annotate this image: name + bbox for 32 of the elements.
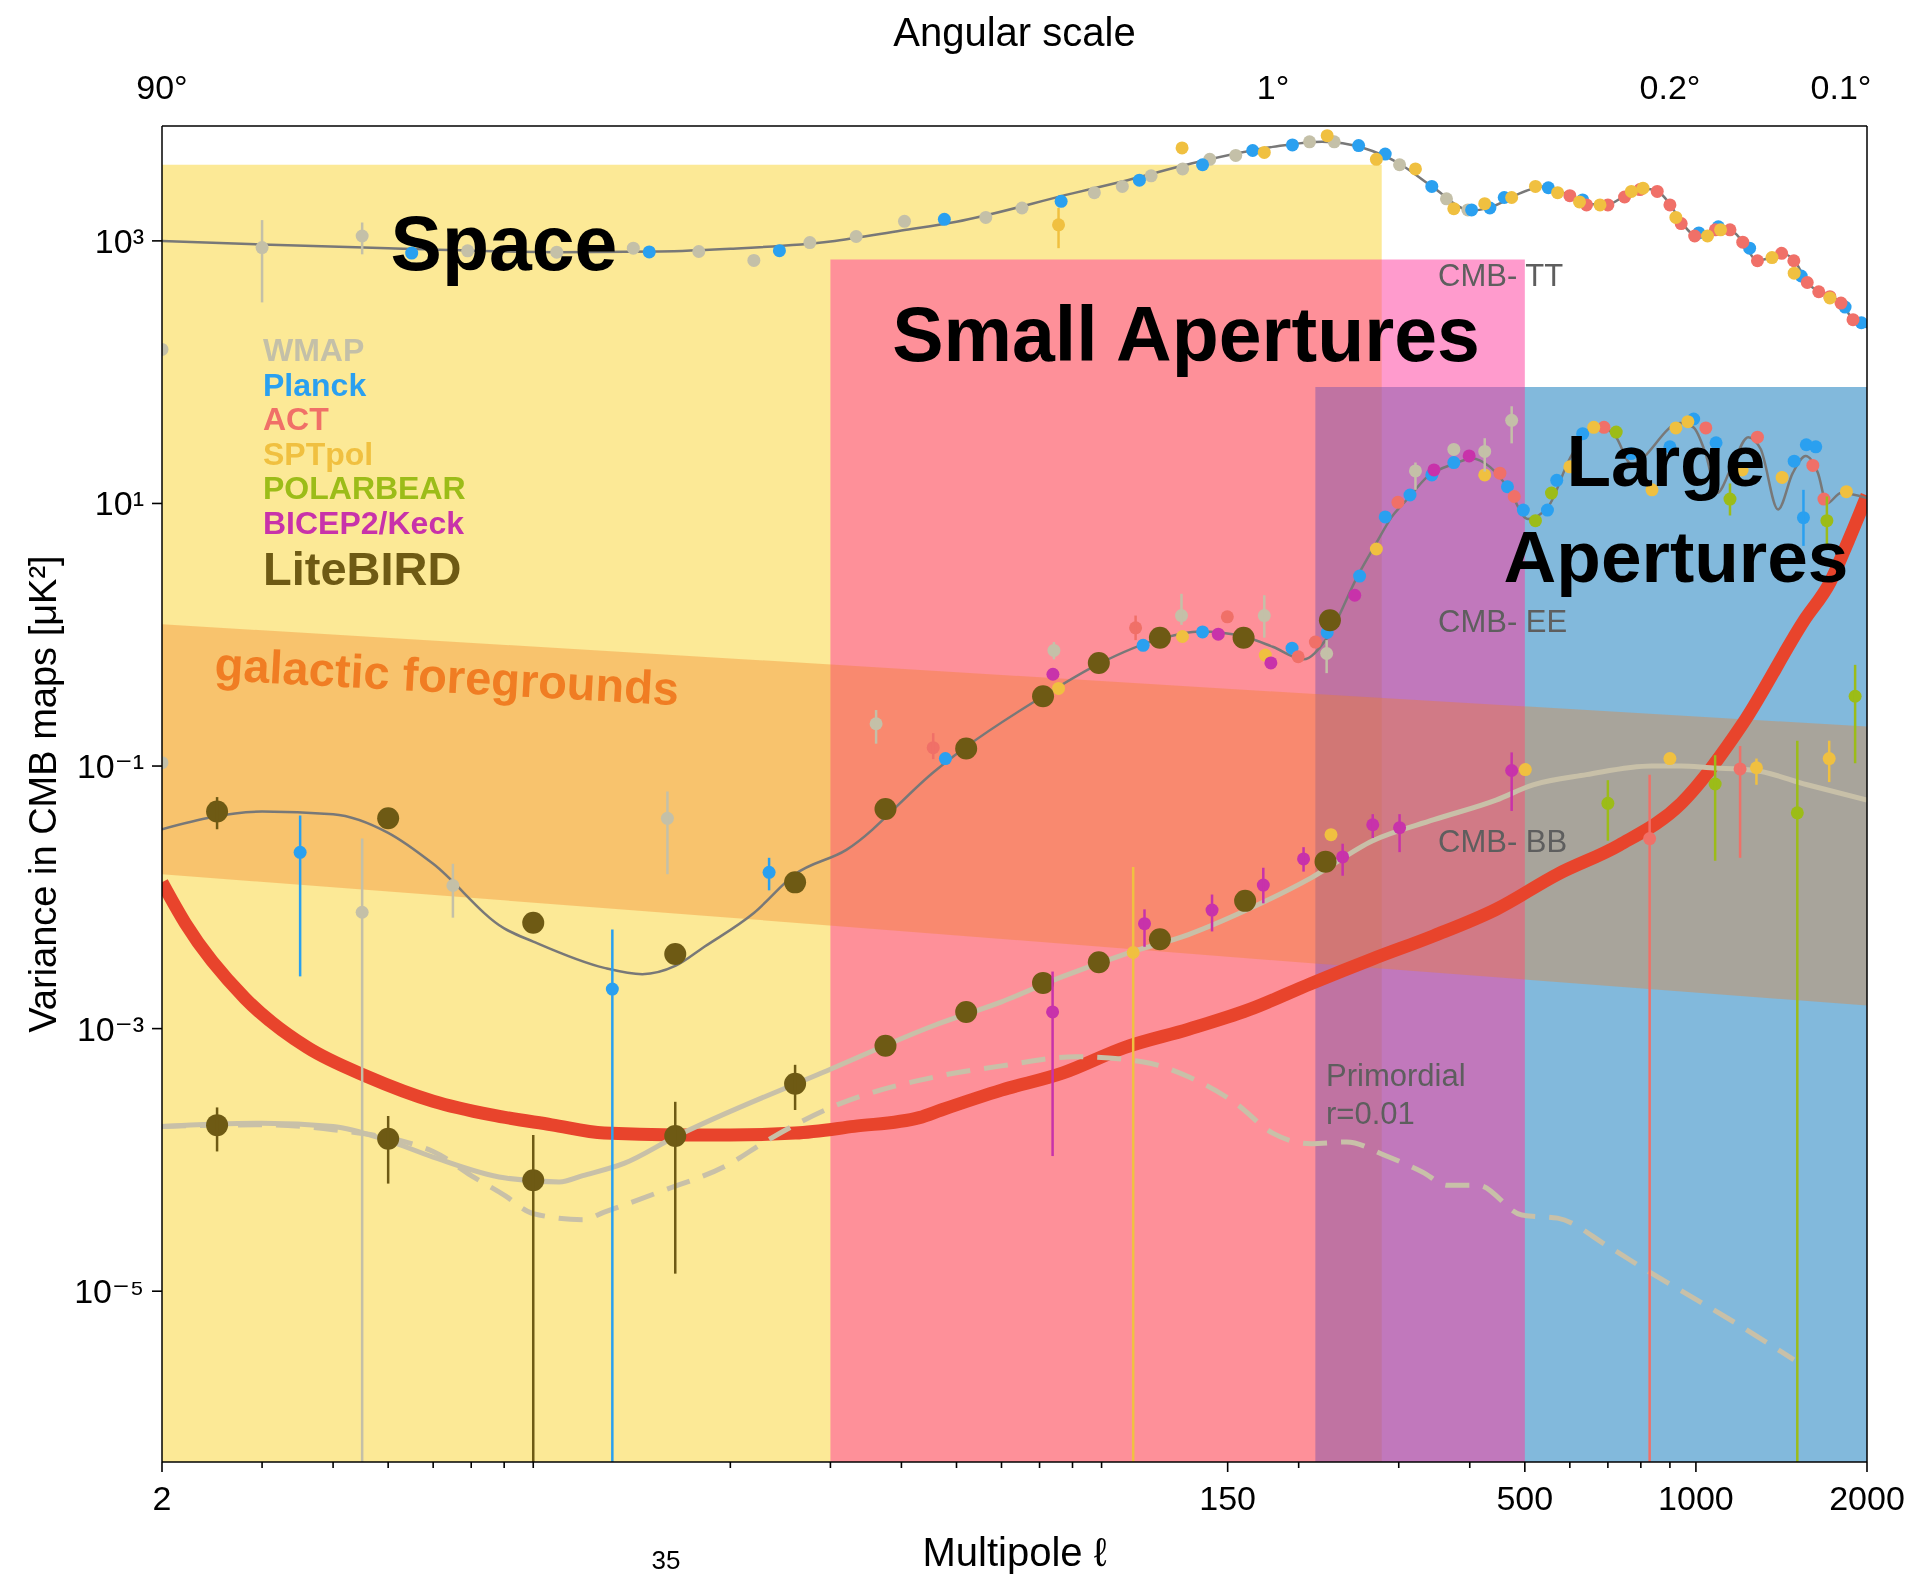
y-tick-label: 10⁻³ bbox=[76, 1009, 144, 1048]
y-tick-label: 10¹ bbox=[94, 484, 144, 523]
text: SPTpol bbox=[263, 435, 374, 472]
x-tick-label: 2 bbox=[152, 1479, 172, 1517]
legend-label: galactic foregrounds bbox=[213, 637, 681, 716]
y-tick-label: 10³ bbox=[94, 221, 144, 260]
text: WMAP bbox=[263, 332, 365, 368]
annotation: CMB- EE bbox=[1438, 604, 1568, 639]
text: 35 bbox=[651, 1545, 681, 1575]
text: 1° bbox=[1256, 68, 1290, 106]
x-tick-label: 2000 bbox=[1829, 1479, 1905, 1517]
y-axis-title: Variance in CMB maps [μK²] bbox=[22, 555, 64, 1033]
text: 0.1° bbox=[1810, 68, 1872, 106]
x-axis-title: Multipole ℓ bbox=[922, 1530, 1107, 1574]
annotation: r=0.01 bbox=[1326, 1096, 1415, 1131]
x2-axis-title: Angular scale bbox=[893, 10, 1136, 54]
series-label: Small Apertures bbox=[892, 291, 1480, 377]
x-tick-label: 150 bbox=[1199, 1479, 1257, 1517]
x-tick-label: 500 bbox=[1496, 1479, 1554, 1517]
series-label: Space bbox=[390, 200, 618, 286]
x-tick-label: 1000 bbox=[1658, 1479, 1734, 1517]
text: 90° bbox=[136, 68, 188, 106]
y-tick-label: 10⁻⁵ bbox=[74, 1272, 144, 1311]
text: Planck bbox=[263, 366, 367, 403]
text: 0.2° bbox=[1639, 68, 1701, 106]
annotation: CMB- BB bbox=[1438, 824, 1568, 859]
text: BICEP2/Keck bbox=[263, 504, 465, 541]
annotation: CMB- TT bbox=[1438, 258, 1564, 293]
text: LiteBIRD bbox=[263, 541, 462, 595]
text: ACT bbox=[263, 401, 330, 438]
y-tick-label: 10⁻¹ bbox=[76, 747, 144, 786]
annotation: Primordial bbox=[1326, 1058, 1466, 1093]
